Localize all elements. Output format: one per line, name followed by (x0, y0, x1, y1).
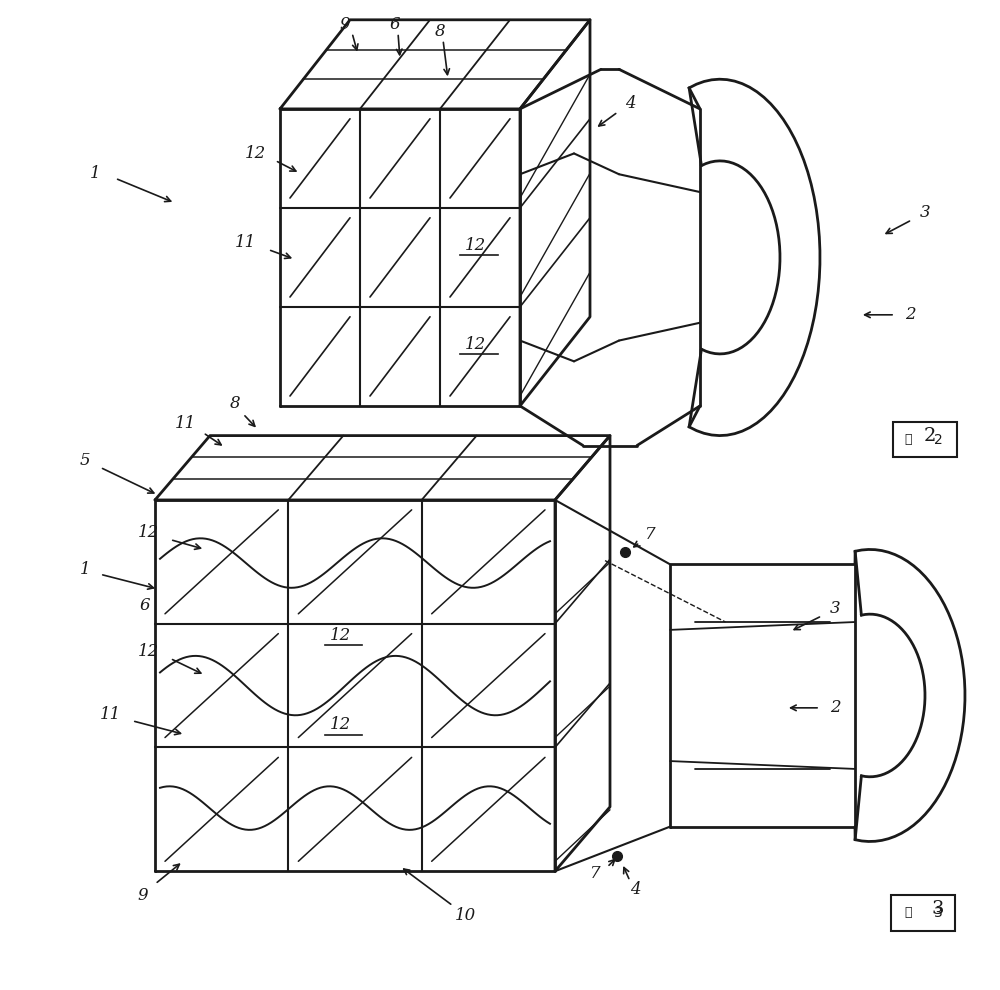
Text: 12: 12 (329, 716, 351, 734)
Text: 11: 11 (99, 706, 121, 724)
Text: 2: 2 (924, 427, 936, 445)
Text: 12: 12 (137, 643, 159, 660)
Text: 1: 1 (90, 164, 100, 182)
Text: 10: 10 (454, 907, 476, 925)
Text: 5: 5 (80, 451, 90, 469)
Text: 9: 9 (138, 887, 148, 905)
Text: 12: 12 (244, 145, 266, 162)
Text: 3: 3 (830, 600, 840, 618)
Text: 2: 2 (934, 433, 942, 446)
Text: 8: 8 (435, 23, 445, 41)
Text: 7: 7 (645, 526, 655, 544)
Text: 2: 2 (905, 306, 915, 324)
FancyBboxPatch shape (893, 422, 957, 457)
Text: 12: 12 (464, 237, 486, 254)
Text: 图: 图 (904, 906, 912, 920)
Text: 6: 6 (390, 16, 400, 34)
Text: 3: 3 (932, 900, 944, 918)
Text: 4: 4 (630, 880, 640, 898)
Text: 6: 6 (140, 597, 150, 615)
FancyBboxPatch shape (891, 895, 955, 931)
Text: 8: 8 (230, 395, 240, 413)
Text: 12: 12 (137, 524, 159, 542)
Text: 3: 3 (920, 204, 930, 222)
Text: 11: 11 (174, 415, 196, 433)
Text: 3: 3 (934, 906, 942, 920)
Text: 2: 2 (830, 699, 840, 717)
Text: 11: 11 (234, 234, 256, 251)
Text: 1: 1 (80, 560, 90, 578)
Text: 7: 7 (590, 864, 600, 882)
Text: 4: 4 (625, 95, 635, 113)
Text: 12: 12 (464, 336, 486, 353)
Text: 图: 图 (904, 433, 912, 446)
Text: 9: 9 (340, 16, 350, 34)
Text: 12: 12 (329, 627, 351, 644)
